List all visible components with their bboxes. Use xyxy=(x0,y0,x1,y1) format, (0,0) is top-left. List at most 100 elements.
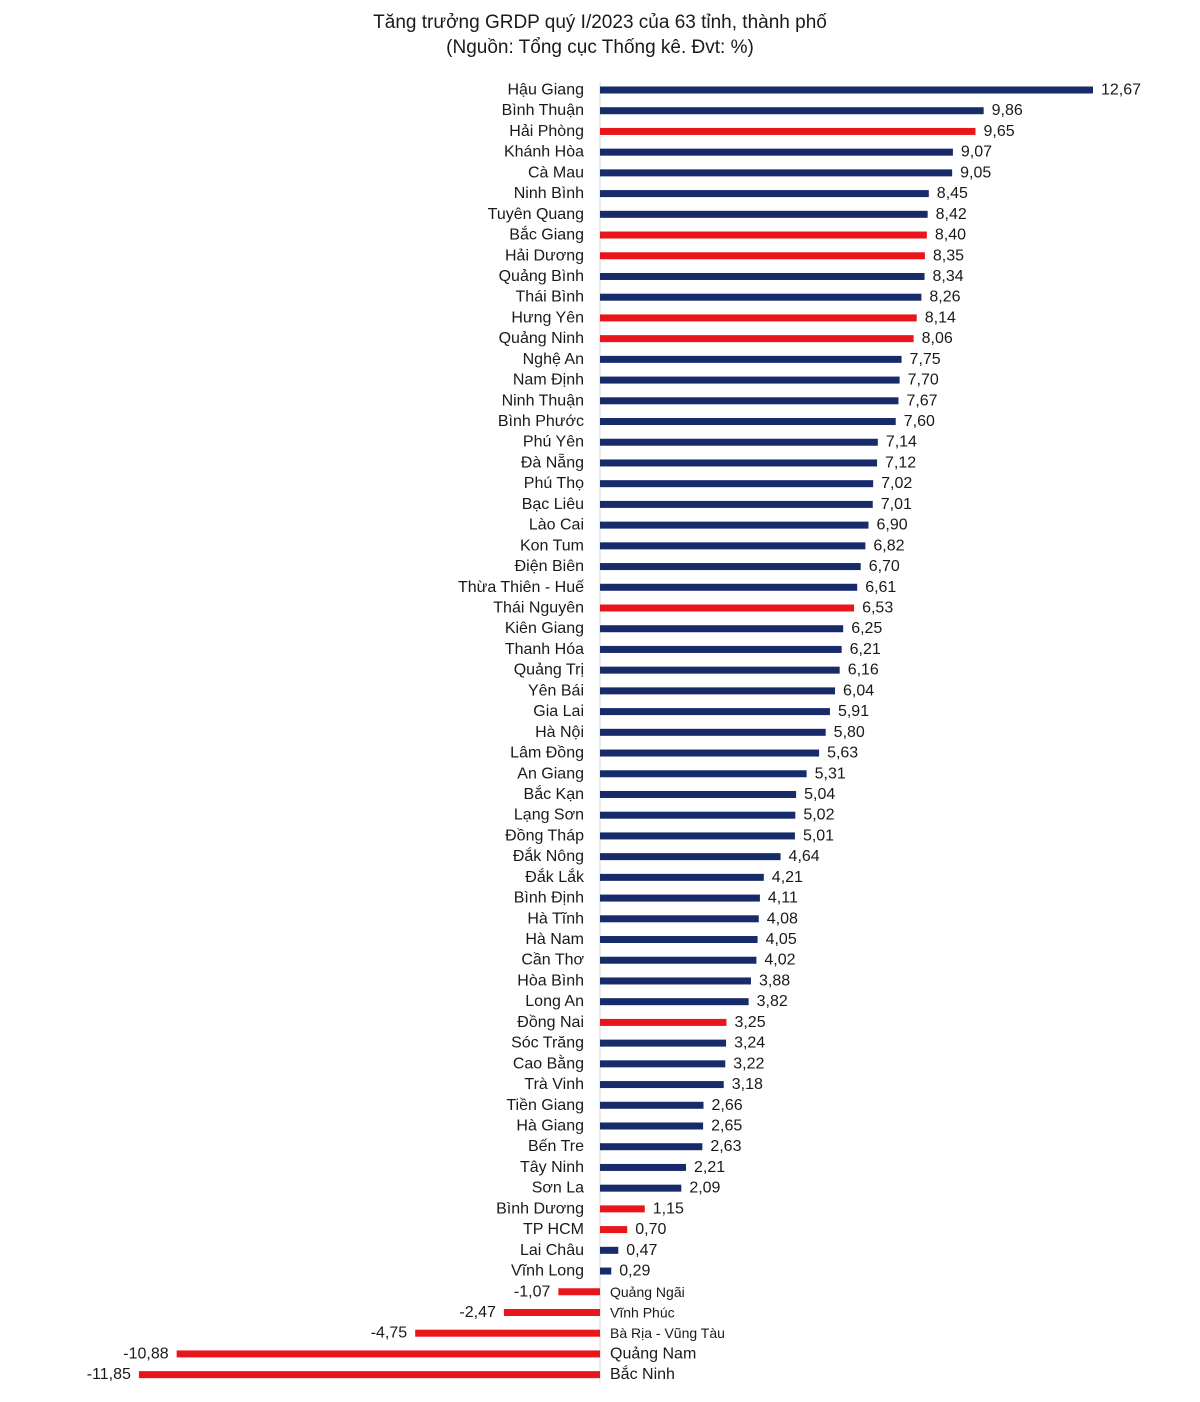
category-label-ca-mau: Cà Mau xyxy=(528,164,584,181)
category-label-yen-bai: Yên Bái xyxy=(528,682,584,699)
category-label-khanh-hoa: Khánh Hòa xyxy=(504,144,584,161)
value-label-lam-dong: 5,63 xyxy=(827,745,858,762)
bar-tien-giang xyxy=(600,1101,704,1109)
bar-thua-thien-hue xyxy=(600,583,858,591)
bar-bac-ninh xyxy=(138,1371,600,1379)
category-label-tien-giang: Tiền Giang xyxy=(506,1097,584,1114)
value-label-thai-nguyen: 6,53 xyxy=(862,600,893,617)
value-label-soc-trang: 3,24 xyxy=(734,1035,765,1052)
value-label-ca-mau: 9,05 xyxy=(960,164,991,181)
category-label-tay-ninh: Tây Ninh xyxy=(520,1159,584,1176)
category-label-dien-bien: Điện Biên xyxy=(515,558,584,575)
value-label-dak-nong: 4,64 xyxy=(789,848,820,865)
category-label-long-an: Long An xyxy=(525,993,584,1010)
value-label-quang-ngai: -1,07 xyxy=(514,1283,551,1300)
category-label-lang-son: Lạng Sơn xyxy=(514,807,584,824)
category-label-thanh-hoa: Thanh Hóa xyxy=(505,641,584,658)
bar-bac-lieu xyxy=(600,500,873,508)
value-label-quang-ninh: 8,06 xyxy=(922,330,953,347)
category-label-phu-yen: Phú Yên xyxy=(523,434,584,451)
bar-tra-vinh xyxy=(600,1081,724,1089)
bar-ninh-binh xyxy=(600,190,929,198)
value-label-hung-yen: 8,14 xyxy=(925,309,956,326)
category-label-vinh-long: Vĩnh Long xyxy=(511,1263,584,1280)
category-label-quang-nam: Quảng Nam xyxy=(610,1345,696,1362)
bar-gia-lai xyxy=(600,708,830,716)
chart-title: Tăng trưởng GRDP quý I/2023 của 63 tỉnh,… xyxy=(373,12,827,33)
category-label-tp-hcm: TP HCM xyxy=(523,1221,584,1238)
category-label-ba-ria-vung-tau: Bà Rịa - Vũng Tàu xyxy=(610,1325,725,1341)
category-label-lam-dong: Lâm Đồng xyxy=(510,745,584,762)
value-label-ben-tre: 2,63 xyxy=(710,1138,741,1155)
value-label-long-an: 3,82 xyxy=(757,993,788,1010)
bar-thai-binh xyxy=(600,293,922,301)
bar-ca-mau xyxy=(600,169,953,177)
category-label-binh-phuoc: Bình Phước xyxy=(498,413,584,430)
bar-lai-chau xyxy=(600,1246,619,1254)
bar-dong-nai xyxy=(600,1018,727,1026)
bar-nam-dinh xyxy=(600,376,900,384)
bar-thai-nguyen xyxy=(600,604,855,612)
bar-vinh-long xyxy=(600,1267,612,1275)
bar-ha-nam xyxy=(600,936,758,944)
value-label-ha-tinh: 4,08 xyxy=(767,910,798,927)
bar-quang-binh xyxy=(600,272,925,280)
category-label-ninh-thuan: Ninh Thuận xyxy=(502,392,584,409)
value-label-dien-bien: 6,70 xyxy=(869,558,900,575)
value-label-ninh-thuan: 7,67 xyxy=(906,392,937,409)
chart-subtitle: (Nguồn: Tổng cục Thống kê. Đvt: %) xyxy=(446,37,754,58)
bar-thanh-hoa xyxy=(600,645,842,653)
value-label-bac-lieu: 7,01 xyxy=(881,496,912,513)
category-label-ben-tre: Bến Tre xyxy=(528,1138,584,1155)
value-label-ha-nam: 4,05 xyxy=(766,931,797,948)
value-label-bac-ninh: -11,85 xyxy=(87,1366,131,1383)
category-label-gia-lai: Gia Lai xyxy=(533,703,584,720)
category-label-can-tho: Cần Thơ xyxy=(521,952,584,969)
bar-nghe-an xyxy=(600,355,902,363)
value-label-tra-vinh: 3,18 xyxy=(732,1076,763,1093)
category-label-bac-ninh: Bắc Ninh xyxy=(610,1364,675,1383)
category-label-ha-nam: Hà Nam xyxy=(525,931,584,948)
bar-ha-tinh xyxy=(600,915,759,923)
category-label-nam-dinh: Nam Định xyxy=(513,372,584,389)
value-label-hoa-binh: 3,88 xyxy=(759,972,790,989)
value-label-bac-giang: 8,40 xyxy=(935,227,966,244)
value-label-an-giang: 5,31 xyxy=(815,765,846,782)
bar-hai-duong xyxy=(600,252,925,260)
value-label-tien-giang: 2,66 xyxy=(712,1097,743,1114)
value-label-khanh-hoa: 9,07 xyxy=(961,144,992,161)
value-label-lang-son: 5,02 xyxy=(803,807,834,824)
category-label-bac-lieu: Bạc Liêu xyxy=(522,496,584,513)
category-label-binh-duong: Bình Dương xyxy=(496,1200,584,1217)
category-label-thai-binh: Thái Bình xyxy=(516,289,584,306)
bar-son-la xyxy=(600,1184,682,1192)
category-label-thua-thien-hue: Thừa Thiên - Huế xyxy=(458,579,584,596)
category-label-kon-tum: Kon Tum xyxy=(520,537,584,554)
value-label-binh-phuoc: 7,60 xyxy=(904,413,935,430)
category-label-ninh-binh: Ninh Bình xyxy=(514,185,584,202)
value-label-bac-kan: 5,04 xyxy=(804,786,835,803)
category-label-bac-kan: Bắc Kạn xyxy=(524,784,584,803)
bar-long-an xyxy=(600,998,749,1006)
bar-binh-phuoc xyxy=(600,418,896,426)
bar-binh-duong xyxy=(600,1205,645,1213)
value-label-vinh-phuc: -2,47 xyxy=(459,1304,496,1321)
value-label-quang-tri: 6,16 xyxy=(848,662,879,679)
bar-quang-tri xyxy=(600,666,840,674)
value-label-ba-ria-vung-tau: -4,75 xyxy=(371,1325,408,1342)
bar-dong-thap xyxy=(600,832,795,840)
category-label-cao-bang: Cao Bằng xyxy=(513,1053,584,1072)
category-label-quang-tri: Quảng Trị xyxy=(514,662,584,679)
category-label-tuyen-quang: Tuyên Quang xyxy=(488,206,584,223)
bar-khanh-hoa xyxy=(600,148,953,156)
category-label-kien-giang: Kiên Giang xyxy=(505,620,584,637)
bar-tp-hcm xyxy=(600,1226,628,1234)
value-label-ha-noi: 5,80 xyxy=(834,724,865,741)
bar-an-giang xyxy=(600,770,807,778)
value-label-tp-hcm: 0,70 xyxy=(635,1221,666,1238)
value-label-thua-thien-hue: 6,61 xyxy=(865,579,896,596)
value-label-vinh-long: 0,29 xyxy=(619,1263,650,1280)
value-label-ha-giang: 2,65 xyxy=(711,1118,742,1135)
bar-dak-lak xyxy=(600,873,764,881)
value-label-hai-phong: 9,65 xyxy=(983,123,1014,140)
